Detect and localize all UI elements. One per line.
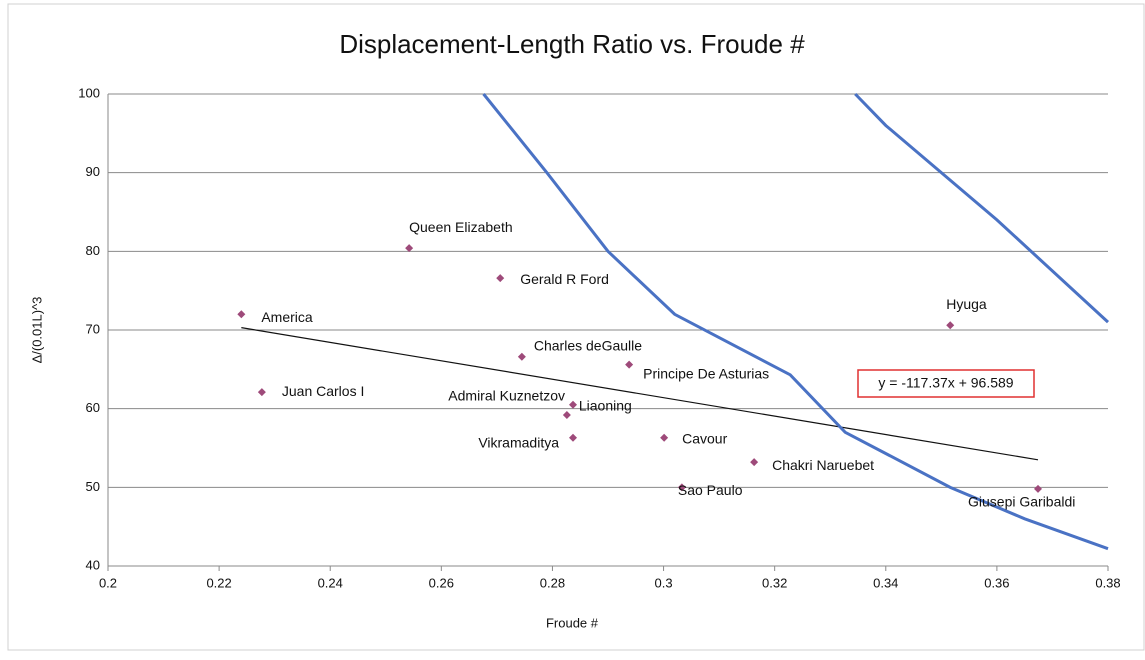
point	[569, 400, 577, 409]
y-tick-label: 40	[86, 557, 100, 572]
line	[241, 327, 1039, 461]
point	[517, 352, 526, 361]
x-tick-label: 0.34	[873, 575, 898, 590]
x-tick-label: 0.32	[762, 575, 787, 590]
chart-frame	[7, 3, 1145, 651]
point-label: Admiral Kuznetzov	[448, 387, 565, 403]
point	[625, 360, 634, 369]
x-tick-label: 0.3	[655, 575, 673, 590]
y-tick-label: 60	[86, 400, 100, 415]
point-label: Sao Paulo	[678, 482, 743, 498]
point-label: Giusepi Garibaldi	[968, 494, 1075, 510]
x-tick-label: 0.24	[318, 575, 343, 590]
chart-title: Displacement-Length Ratio vs. Froude #	[339, 29, 805, 59]
point	[237, 310, 246, 319]
point	[677, 483, 686, 492]
x-tick-label: 0.28	[540, 575, 565, 590]
point-label: Cavour	[682, 430, 727, 446]
x-tick-label: 0.26	[429, 575, 454, 590]
line	[854, 92, 1110, 324]
line	[482, 93, 1109, 551]
point	[405, 244, 414, 253]
trendline-equation: y = -117.37x + 96.589	[878, 375, 1013, 391]
point	[257, 388, 266, 397]
y-tick-label: 90	[86, 164, 100, 179]
y-tick-label: 100	[78, 85, 100, 100]
x-tick-label: 0.22	[206, 575, 231, 590]
point	[1034, 484, 1042, 493]
point	[946, 321, 955, 330]
x-tick-label: 0.36	[984, 575, 1009, 590]
point-label: America	[261, 309, 313, 325]
point-label: Chakri Naruebet	[772, 457, 874, 473]
point-label: Vikramaditya	[478, 434, 559, 450]
point	[496, 274, 505, 283]
y-tick-label: 70	[86, 321, 100, 336]
point	[562, 410, 571, 419]
point-label: Queen Elizabeth	[409, 219, 513, 235]
y-tick-label: 80	[86, 243, 100, 258]
point-label: Principe De Asturias	[643, 365, 769, 381]
point-label: Hyuga	[946, 296, 987, 312]
x-tick-label: 0.2	[99, 575, 117, 590]
point	[660, 433, 669, 442]
equation-box	[857, 369, 1035, 398]
x-axis-label: Froude #	[546, 615, 599, 630]
x-tick-label: 0.38	[1095, 575, 1120, 590]
point	[569, 433, 577, 442]
point-label: Juan Carlos I	[282, 383, 364, 399]
y-tick-label: 50	[86, 479, 100, 494]
point-label: Liaoning	[579, 398, 632, 414]
y-axis-label: Δ/(0.01L)^3	[29, 297, 44, 364]
point-label: Gerald R Ford	[520, 271, 609, 287]
point-label: Charles deGaulle	[534, 337, 642, 353]
point	[750, 458, 759, 467]
